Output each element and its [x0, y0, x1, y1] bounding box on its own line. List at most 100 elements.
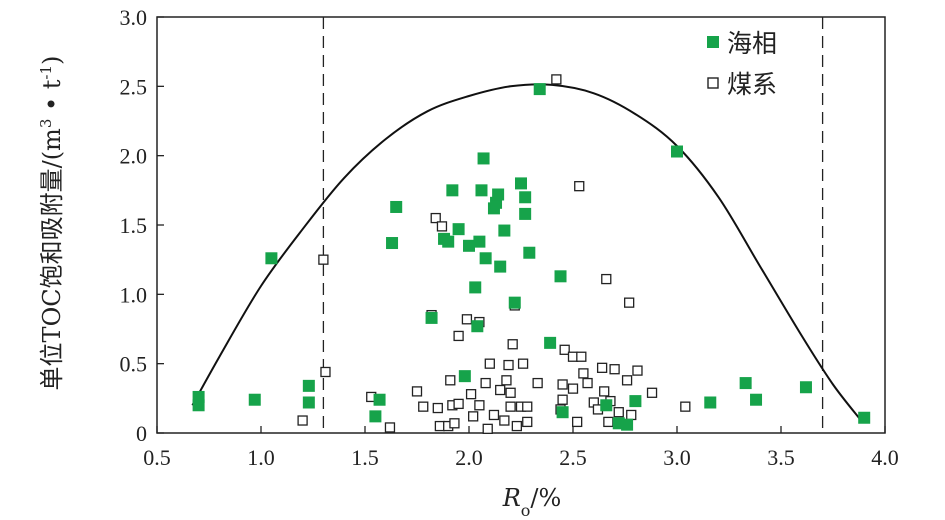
coal-point — [567, 383, 579, 394]
marine-point — [373, 393, 386, 406]
marine-point — [469, 281, 482, 294]
marine-point — [519, 207, 532, 220]
marine-point — [463, 239, 475, 252]
coal-point — [503, 359, 514, 371]
marine-point — [600, 399, 613, 412]
marine-point — [523, 246, 536, 259]
x-tick-label: 1.5 — [351, 445, 379, 470]
legend-marker-marine — [707, 36, 719, 48]
coal-point — [511, 420, 522, 432]
legend: 海相 煤系 — [707, 29, 777, 99]
coal-point — [624, 297, 635, 308]
coal-point — [582, 377, 593, 389]
coal-point — [482, 423, 493, 434]
coal-point — [436, 221, 448, 232]
coal-point — [507, 339, 518, 350]
coal-point — [453, 330, 464, 342]
coal-point — [551, 74, 562, 85]
coal-point — [532, 377, 543, 389]
coal-point — [418, 401, 429, 412]
coal-point — [430, 212, 441, 224]
coal-point — [603, 416, 614, 428]
marine-point — [621, 418, 634, 431]
y-tick-label: 1.0 — [120, 282, 148, 307]
marine-point — [533, 83, 546, 96]
marine-point — [248, 393, 261, 406]
marine-point — [704, 396, 717, 409]
marine-point — [302, 379, 315, 392]
coal-point — [297, 415, 308, 426]
coal-point — [453, 398, 464, 410]
x-axis-label: Ro/% — [502, 484, 562, 520]
marine-point — [475, 184, 488, 197]
marine-point — [471, 320, 484, 333]
coal-point — [505, 401, 516, 412]
plot-area: 0.5 1.0 1.5 2.0 2.5 3.0 3.5 4.000.51.01.52.02.5… — [120, 5, 899, 470]
x-tick-label: 3.5 — [767, 445, 795, 470]
coal-point — [474, 400, 485, 411]
x-tick-label: 3.0 — [663, 445, 691, 470]
marine-point — [671, 145, 683, 158]
marine-point — [554, 270, 567, 283]
marine-point — [390, 200, 403, 213]
svg-text:Ro/%: Ro/% — [502, 484, 562, 520]
coal-point — [318, 254, 329, 265]
y-tick-label: 1.5 — [120, 213, 148, 238]
coal-point — [495, 384, 506, 396]
marine-point — [508, 296, 521, 309]
coal-point — [621, 375, 633, 386]
legend-label-coal: 煤系 — [727, 70, 777, 99]
coal-point — [632, 365, 643, 376]
coal-point — [488, 409, 500, 421]
marine-point — [799, 381, 812, 394]
coal-point — [572, 416, 583, 428]
marine-point — [498, 224, 511, 237]
marine-point — [386, 237, 399, 250]
y-tick-label: 3.0 — [120, 5, 148, 30]
marine-point — [556, 406, 569, 419]
legend-marker-coal — [707, 77, 719, 89]
coal-point — [411, 386, 423, 397]
y-tick-label: 2.5 — [120, 74, 148, 99]
marine-point — [442, 235, 455, 248]
marine-point — [265, 252, 278, 265]
coal-point — [320, 366, 331, 378]
coal-point — [517, 358, 529, 369]
coal-point — [432, 402, 443, 414]
marine-point — [739, 377, 752, 390]
marine-point — [425, 311, 438, 324]
coal-point — [599, 386, 610, 397]
coal-point — [646, 387, 658, 398]
marine-point — [452, 223, 465, 236]
coal-point — [576, 351, 587, 362]
marine-point — [629, 395, 642, 408]
marine-point — [494, 260, 507, 273]
marine-point — [192, 399, 205, 412]
marine-point — [473, 235, 486, 248]
coal-point — [461, 314, 473, 325]
coal-point — [601, 273, 612, 285]
coal-point — [522, 401, 533, 412]
coal-point — [557, 379, 568, 390]
coal-point — [445, 375, 456, 386]
marine-point — [479, 252, 492, 265]
coal-point — [559, 344, 570, 355]
coal-point — [465, 389, 477, 400]
x-tick-label: 2.5 — [559, 445, 587, 470]
marine-point — [369, 410, 382, 423]
coal-point — [578, 368, 589, 379]
marine-point — [492, 188, 505, 201]
y-tick-label: 0 — [136, 421, 147, 446]
x-tick-label: 0.5 — [143, 445, 171, 470]
fit-curve — [191, 83, 861, 420]
coal-point — [484, 358, 495, 369]
marine-point — [446, 184, 459, 197]
marine-point — [750, 393, 763, 406]
marine-point — [519, 191, 532, 204]
x-tick-label: 4.0 — [871, 445, 899, 470]
x-tick-label: 1.0 — [247, 445, 275, 470]
marine-point — [302, 396, 315, 409]
y-tick-label: 0.5 — [120, 352, 148, 377]
coal-point — [480, 377, 491, 389]
